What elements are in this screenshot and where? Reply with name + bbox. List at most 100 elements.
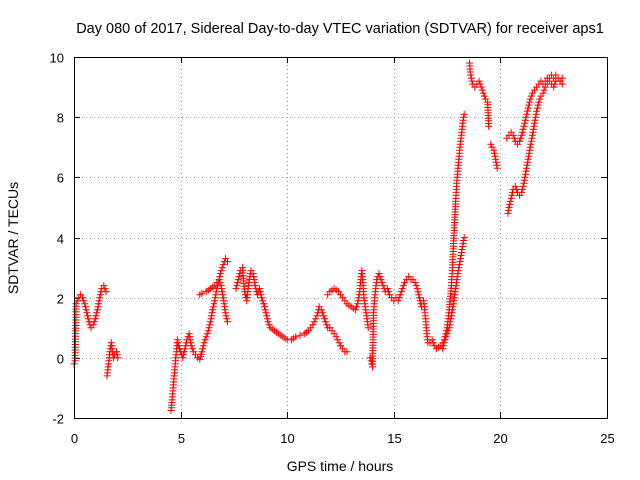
data-point <box>217 267 225 275</box>
data-point <box>506 197 514 205</box>
data-point <box>259 297 267 305</box>
data-point <box>479 89 487 97</box>
data-point <box>533 104 541 112</box>
data-point <box>205 324 213 332</box>
data-point <box>512 185 520 193</box>
data-point <box>233 282 241 290</box>
data-point <box>396 291 404 299</box>
data-point <box>442 327 450 335</box>
data-point <box>72 300 80 308</box>
data-point <box>224 258 231 266</box>
data-point <box>468 77 476 85</box>
data-point <box>202 333 210 341</box>
data-point <box>263 315 271 323</box>
data-point <box>487 140 495 148</box>
x-tick-label: 10 <box>280 431 294 446</box>
y-tick-label: 8 <box>57 111 64 126</box>
data-point <box>523 110 531 118</box>
data-point <box>523 161 531 169</box>
data-point <box>516 137 524 145</box>
data-point <box>215 276 223 284</box>
data-point <box>414 288 422 296</box>
data-point <box>526 98 533 106</box>
data-point <box>477 83 485 91</box>
data-point <box>179 351 187 359</box>
data-point <box>394 297 402 305</box>
data-point <box>317 306 325 314</box>
plot-frame <box>74 57 608 419</box>
data-point <box>250 273 258 281</box>
data-point <box>101 285 109 293</box>
data-point <box>211 294 219 302</box>
data-point <box>521 119 529 127</box>
data-point <box>379 282 387 290</box>
data-point <box>505 203 513 211</box>
data-point <box>378 279 386 287</box>
data-point <box>221 309 229 317</box>
data-point <box>203 330 211 338</box>
data-point <box>174 339 182 347</box>
y-tick-label: 2 <box>57 292 64 307</box>
data-point <box>460 110 468 118</box>
data-point <box>335 339 343 347</box>
data-point <box>397 288 405 296</box>
data-point <box>518 185 526 193</box>
data-point <box>534 101 542 109</box>
data-point <box>413 285 421 293</box>
data-point <box>491 149 498 157</box>
data-point <box>204 327 212 335</box>
data-point <box>429 339 437 347</box>
data-point <box>455 264 463 272</box>
data-point <box>208 309 216 317</box>
data-point <box>209 303 217 311</box>
data-point <box>334 336 342 344</box>
data-point <box>351 306 359 314</box>
data-point <box>100 282 108 290</box>
data-point <box>218 285 226 293</box>
x-axis-label: GPS time / hours <box>287 458 394 474</box>
data-point <box>442 330 450 338</box>
y-tick-label: 6 <box>57 171 64 186</box>
data-point <box>263 312 271 320</box>
data-point <box>90 318 98 326</box>
data-point <box>179 354 187 362</box>
data-point <box>222 312 230 320</box>
data-point <box>224 318 231 326</box>
data-point <box>113 348 121 356</box>
data-point <box>223 315 231 323</box>
data-point <box>531 116 539 124</box>
data-point <box>395 294 403 302</box>
data-point <box>526 143 534 151</box>
y-axis-label: SDTVAR / TECUs <box>5 182 21 294</box>
chart-title: Day 080 of 2017, Sidereal Day-to-day VTE… <box>76 21 604 37</box>
data-point <box>460 113 468 121</box>
x-tick-label: 0 <box>71 431 78 446</box>
data-point <box>321 315 328 323</box>
data-point <box>218 264 226 272</box>
data-point <box>210 300 218 308</box>
data-point <box>467 71 475 79</box>
data-point <box>517 134 525 142</box>
data-point <box>523 107 531 115</box>
data-point <box>260 300 268 308</box>
data-point <box>511 182 519 190</box>
data-point <box>296 331 304 339</box>
data-point <box>261 303 268 311</box>
data-point <box>412 282 420 290</box>
axis-ticks: 0 5 10 15 20 25 -2 0 2 4 6 8 10 <box>50 51 615 447</box>
data-point <box>256 285 263 293</box>
data-point <box>527 92 535 100</box>
data-point <box>460 237 468 244</box>
y-tick-label: 10 <box>50 51 64 66</box>
data-point <box>322 318 330 326</box>
data-point <box>411 279 419 287</box>
data-point <box>398 285 406 293</box>
data-point <box>79 294 86 302</box>
data-point <box>332 333 340 341</box>
data-point <box>180 348 188 356</box>
data-point <box>82 306 90 314</box>
y-tick-label: 0 <box>57 352 64 367</box>
data-point <box>458 246 466 253</box>
data-point <box>198 348 206 356</box>
data-point <box>343 348 351 356</box>
